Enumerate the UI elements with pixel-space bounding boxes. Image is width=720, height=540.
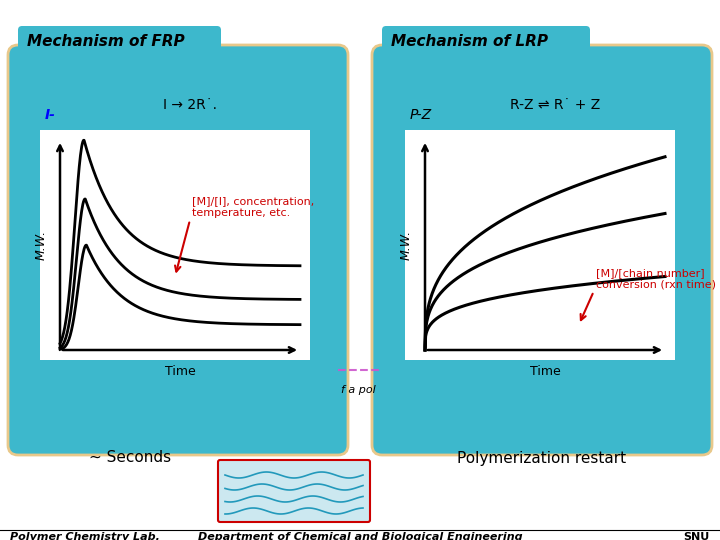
Text: Mechanism of LRP: Mechanism of LRP [391, 35, 548, 50]
Text: Department of Chemical and Biological Engineering: Department of Chemical and Biological En… [198, 532, 522, 540]
Text: Time: Time [530, 365, 560, 378]
Text: Time: Time [165, 365, 195, 378]
Text: Mechanism of FRP: Mechanism of FRP [27, 35, 184, 50]
Text: f a pol: f a pol [341, 385, 375, 395]
Text: Polymer Chemistry Lab.: Polymer Chemistry Lab. [10, 532, 160, 540]
Text: Polymerization restart: Polymerization restart [457, 450, 626, 465]
FancyBboxPatch shape [218, 460, 370, 522]
Text: I → 2R˙.: I → 2R˙. [163, 98, 217, 112]
Text: R-Z ⇌ R˙ + Z: R-Z ⇌ R˙ + Z [510, 98, 600, 112]
FancyBboxPatch shape [8, 45, 348, 455]
FancyBboxPatch shape [382, 26, 590, 64]
FancyBboxPatch shape [405, 130, 675, 360]
Text: M.W.: M.W. [35, 230, 48, 260]
Text: P-Z: P-Z [410, 108, 432, 122]
Text: [M]/[I], concentration,
temperature, etc.: [M]/[I], concentration, temperature, etc… [192, 196, 314, 218]
Text: I-: I- [45, 108, 56, 122]
FancyBboxPatch shape [40, 130, 310, 360]
FancyBboxPatch shape [18, 26, 221, 64]
Text: [M]/[chain number]
conversion (rxn time): [M]/[chain number] conversion (rxn time) [596, 268, 716, 289]
Text: SNU: SNU [684, 532, 710, 540]
Text: ~ Seconds: ~ Seconds [89, 450, 171, 465]
Text: M.W.: M.W. [400, 230, 413, 260]
FancyBboxPatch shape [372, 45, 712, 455]
